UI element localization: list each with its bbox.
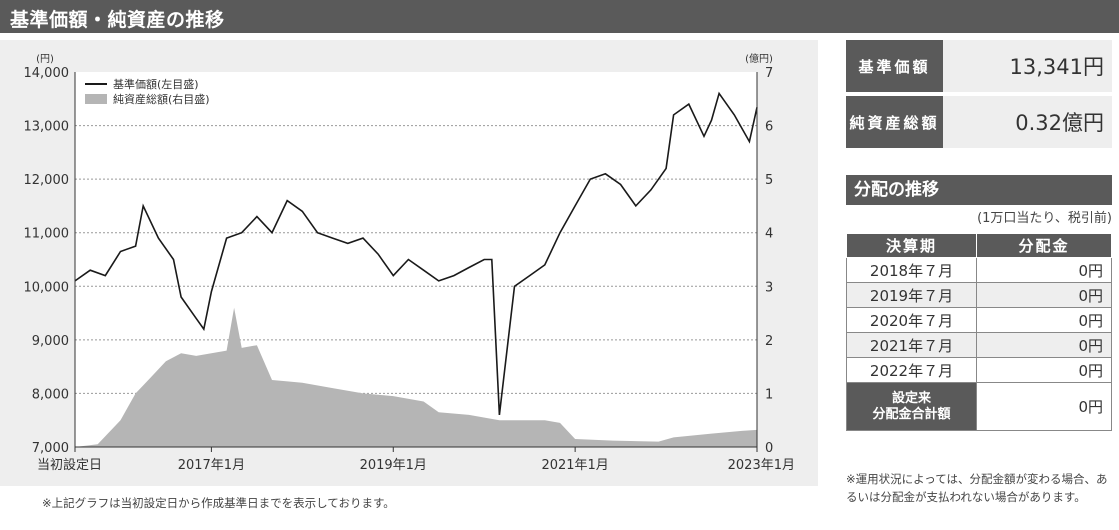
- total-label-cell: 設定来 分配金合計額: [846, 382, 977, 431]
- y-left-tick-label: 13,000: [24, 120, 70, 135]
- legend-label: 純資産総額(右目盛): [113, 92, 210, 106]
- nav-line: [74, 91, 758, 415]
- x-tick-label: 2023年1月: [728, 458, 795, 473]
- table-row: 2018年７月 0円: [846, 257, 1112, 283]
- table-header-row: 決算期 分配金: [846, 233, 1112, 258]
- amount-cell: 0円: [976, 282, 1112, 308]
- summary-row-nav: 基準価額 13,341円: [846, 40, 1112, 92]
- disclaimer-text: ※運用状況によっては、分配金額が変わる場合、あるいは分配金が支払われない場合があ…: [846, 472, 1108, 504]
- y-left-tick-label: 14,000: [24, 66, 70, 81]
- y-left-tick-label: 10,000: [24, 280, 70, 295]
- net-assets-area: [75, 307, 757, 447]
- x-tick-label: 2021年1月: [541, 458, 608, 473]
- y-right-tick-label: 7: [765, 66, 773, 81]
- section-header: 基準価額・純資産の推移: [0, 0, 1119, 33]
- amount-cell: 0円: [976, 307, 1112, 333]
- summary-value: 13,341円: [943, 40, 1112, 92]
- table-row: 2022年７月 0円: [846, 357, 1112, 383]
- summary-label: 基準価額: [846, 40, 943, 92]
- amount-cell: 0円: [976, 357, 1112, 383]
- y-left-tick-label: 9,000: [32, 334, 69, 349]
- chart-footnote: ※上記グラフは当初設定日から作成基準日までを表示しております。: [42, 496, 395, 510]
- y-left-tick-label: 11,000: [24, 227, 70, 242]
- x-tick-label: 当初設定日: [37, 457, 102, 473]
- summary-row-net-assets: 純資産総額 0.32億円: [846, 96, 1112, 148]
- y-right-unit: (億円): [745, 52, 773, 65]
- y-right-tick-label: 2: [765, 334, 773, 349]
- legend-area-swatch: [85, 94, 107, 104]
- table-row: 2020年７月 0円: [846, 307, 1112, 333]
- x-tick-label: 2017年1月: [178, 458, 245, 473]
- period-cell: 2021年７月: [846, 332, 977, 358]
- column-header-period: 決算期: [846, 233, 977, 258]
- period-cell: 2018年７月: [846, 257, 977, 283]
- y-right-tick-label: 5: [765, 173, 773, 188]
- period-cell: 2019年７月: [846, 282, 977, 308]
- summary-panel: 基準価額 13,341円 純資産総額 0.32億円: [846, 40, 1112, 152]
- column-header-amount: 分配金: [976, 233, 1112, 258]
- table-row: 2021年７月 0円: [846, 332, 1112, 358]
- y-left-tick-label: 8,000: [32, 387, 69, 402]
- x-tick-label: 2019年1月: [360, 458, 427, 473]
- amount-cell: 0円: [976, 332, 1112, 358]
- period-cell: 2022年７月: [846, 357, 977, 383]
- y-left-tick-label: 12,000: [24, 173, 70, 188]
- summary-label: 純資産総額: [846, 96, 943, 148]
- y-left-tick-label: 7,000: [32, 441, 69, 456]
- summary-value: 0.32億円: [943, 96, 1112, 148]
- total-amount-cell: 0円: [976, 382, 1112, 431]
- y-right-tick-label: 6: [765, 120, 773, 135]
- y-right-tick-label: 4: [765, 227, 773, 242]
- y-right-tick-label: 3: [765, 280, 773, 295]
- distribution-table: 決算期 分配金 2018年７月 0円 2019年７月 0円 2020年７月 0円…: [846, 233, 1112, 431]
- y-right-tick-label: 0: [765, 441, 773, 456]
- section-title: 基準価額・純資産の推移: [10, 9, 225, 31]
- table-row: 2019年７月 0円: [846, 282, 1112, 308]
- nav-chart: 7,000 8,000 9,000 10,000 11,000 12,000 13,000 1…: [24, 52, 796, 473]
- distribution-note: (1万口当たり、税引前): [977, 211, 1112, 226]
- total-label-line: 分配金合計額: [872, 406, 951, 422]
- total-label-line: 設定来: [891, 390, 931, 406]
- distribution-title: 分配の推移: [846, 175, 1112, 205]
- legend-label: 基準価額(左目盛): [113, 77, 199, 91]
- period-cell: 2020年７月: [846, 307, 977, 333]
- y-right-tick-label: 1: [765, 387, 773, 402]
- y-left-unit: (円): [36, 54, 54, 65]
- table-total-row: 設定来 分配金合計額 0円: [846, 382, 1112, 431]
- amount-cell: 0円: [976, 257, 1112, 283]
